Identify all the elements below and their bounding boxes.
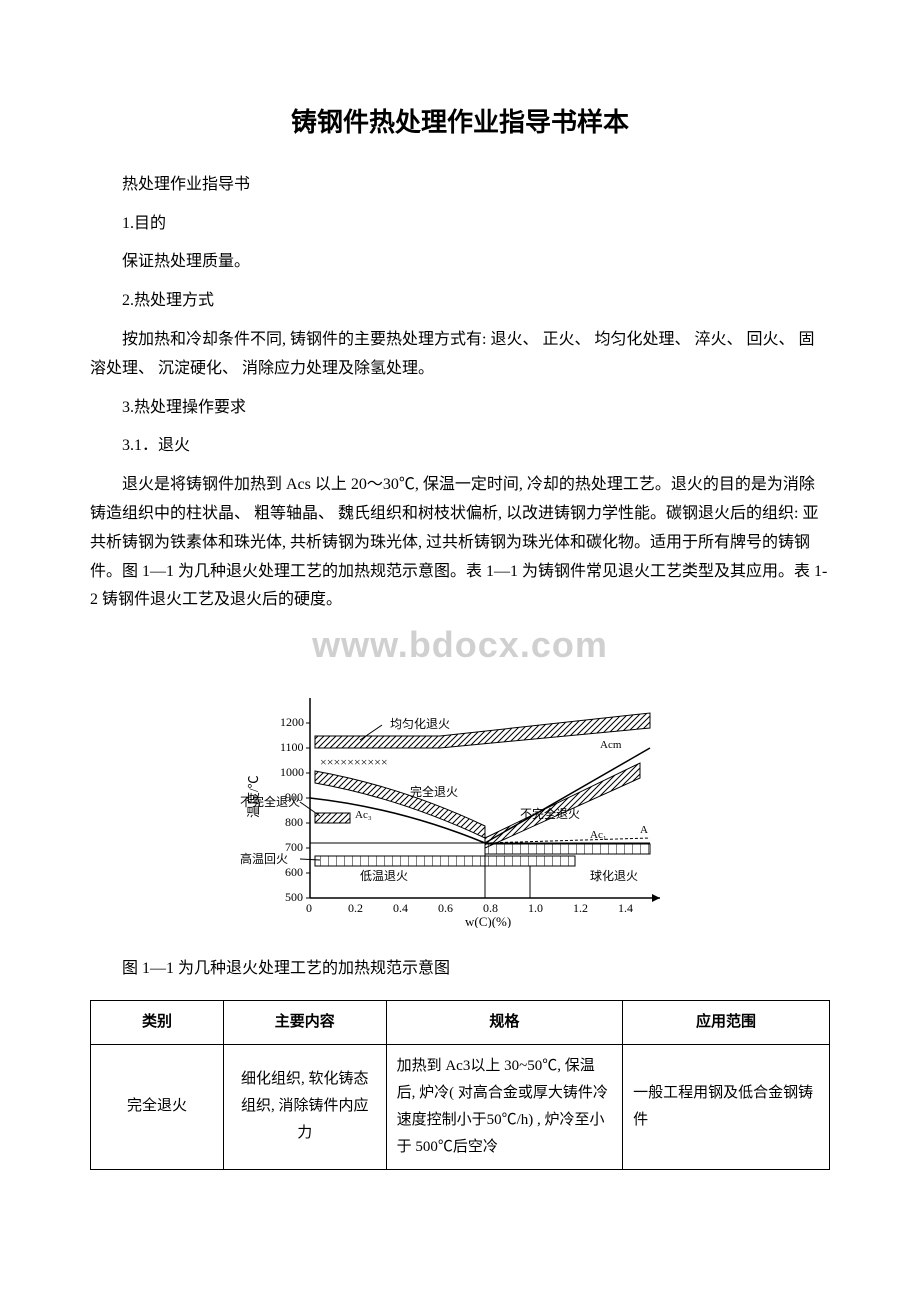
document-title: 铸钢件热处理作业指导书样本 — [90, 100, 830, 147]
th-scope: 应用范围 — [623, 1000, 830, 1044]
label-ac1: Ac₁ — [590, 829, 607, 841]
label-acm: Acm — [600, 739, 622, 751]
ytick-800: 800 — [285, 815, 303, 829]
cell-content: 细化组织, 软化铸态组织, 消除铸件内应力 — [224, 1044, 387, 1169]
section-2-heading: 2.热处理方式 — [90, 287, 830, 316]
cell-category: 完全退火 — [91, 1044, 224, 1169]
table-row: 完全退火 细化组织, 软化铸态组织, 消除铸件内应力 加热到 Ac3以上 30~… — [91, 1044, 830, 1169]
section-2-body: 按加热和冷却条件不同, 铸钢件的主要热处理方式有: 退火、 正火、 均匀化处理、… — [90, 326, 830, 384]
xtick-08: 0.8 — [483, 901, 498, 915]
ytick-1000: 1000 — [280, 765, 304, 779]
xtick-10: 1.0 — [528, 901, 543, 915]
ytick-500: 500 — [285, 890, 303, 904]
label-full: 完全退火 — [410, 784, 458, 799]
section-1-heading: 1.目的 — [90, 210, 830, 239]
x-axis-label: w(C)(%) — [465, 914, 511, 928]
chart-caption: 图 1—1 为几种退火处理工艺的加热规范示意图 — [90, 955, 830, 984]
xtick-12: 1.2 — [573, 901, 588, 915]
th-spec: 规格 — [386, 1000, 622, 1044]
xtick-0: 0 — [306, 901, 312, 915]
label-high-temper: 高温回火 — [240, 851, 288, 866]
th-content: 主要内容 — [224, 1000, 387, 1044]
th-category: 类别 — [91, 1000, 224, 1044]
cell-scope: 一般工程用钢及低合金钢铸件 — [623, 1044, 830, 1169]
label-a: A — [640, 824, 648, 836]
label-spheroidize: 球化退火 — [590, 869, 638, 883]
label-incomplete-right: 不完全退火 — [520, 806, 580, 821]
ytick-1200: 1200 — [280, 715, 304, 729]
xtick-02: 0.2 — [348, 901, 363, 915]
label-incomplete-left: 不完全退火 — [240, 794, 300, 809]
table-header-row: 类别 主要内容 规格 应用范围 — [91, 1000, 830, 1044]
annealing-chart: 500 600 700 800 900 1000 1100 1200 温度/℃ … — [90, 688, 830, 939]
intro-line: 热处理作业指导书 — [90, 171, 830, 200]
svg-text:××××××××××: ×××××××××× — [320, 755, 388, 769]
annealing-table: 类别 主要内容 规格 应用范围 完全退火 细化组织, 软化铸态组织, 消除铸件内… — [90, 1000, 830, 1170]
label-low-anneal: 低温退火 — [360, 869, 408, 883]
ytick-1100: 1100 — [280, 740, 304, 754]
label-homogenize: 均匀化退火 — [390, 717, 450, 731]
watermark-text: www.bdocx.com — [90, 613, 830, 678]
label-ac3: Ac₃ — [355, 809, 372, 821]
section-3-1-heading: 3.1．退火 — [90, 432, 830, 461]
cell-spec: 加热到 Ac3以上 30~50℃, 保温后, 炉冷( 对高合金或厚大铸件冷速度控… — [386, 1044, 622, 1169]
section-1-body: 保证热处理质量。 — [90, 248, 830, 277]
section-3-1-body: 退火是将铸钢件加热到 Acs 以上 20～30℃, 保温一定时间, 冷却的热处理… — [90, 471, 830, 615]
section-3-heading: 3.热处理操作要求 — [90, 394, 830, 423]
xtick-14: 1.4 — [618, 901, 633, 915]
ytick-600: 600 — [285, 865, 303, 879]
xtick-04: 0.4 — [393, 901, 408, 915]
xtick-06: 0.6 — [438, 901, 453, 915]
